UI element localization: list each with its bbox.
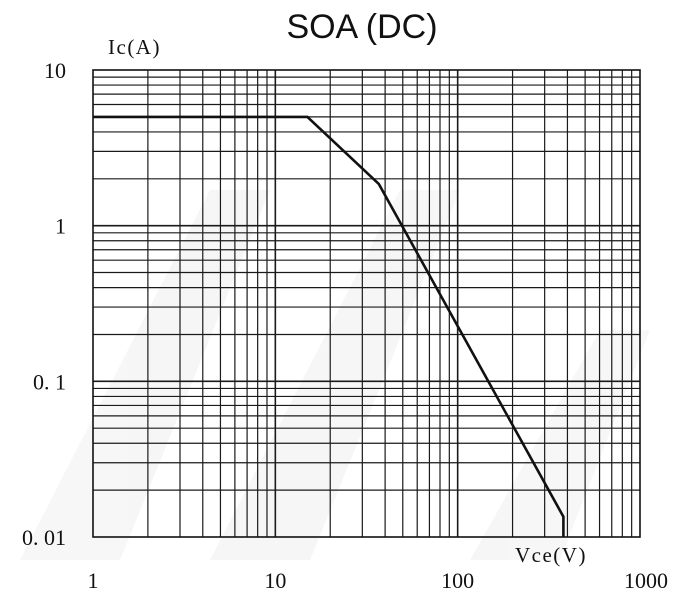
x-tick-labels: 1 10 100 1000	[88, 568, 669, 593]
y-axis-label: Ic(A)	[108, 35, 161, 59]
y-tick-label: 0. 01	[22, 525, 66, 550]
y-tick-label: 0. 1	[33, 369, 66, 394]
x-tick-label: 1	[88, 568, 99, 593]
x-tick-label: 10	[264, 568, 286, 593]
y-tick-labels: 10 1 0. 1 0. 01	[22, 58, 66, 550]
y-tick-label: 10	[44, 58, 66, 83]
x-tick-label: 1000	[624, 568, 668, 593]
grid	[93, 70, 640, 537]
x-axis-label: Vce(V)	[515, 543, 587, 567]
soa-curve	[93, 115, 565, 537]
x-tick-label: 100	[441, 568, 474, 593]
y-tick-label: 1	[55, 214, 66, 239]
plot-frame	[92, 69, 641, 538]
watermark	[20, 190, 650, 560]
chart-title: SOA (DC)	[286, 8, 437, 46]
